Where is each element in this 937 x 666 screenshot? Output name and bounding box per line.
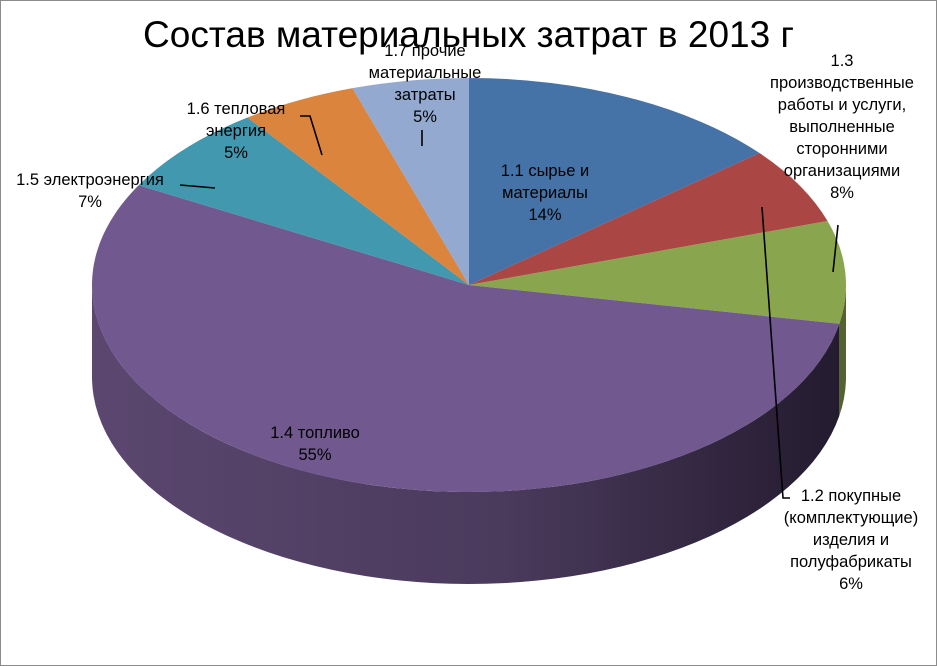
pie-slice-purchased-components — [469, 153, 828, 285]
pie-side-fuel — [92, 285, 840, 585]
data-label-electricity: 1.5 электроэнергия 7% — [16, 171, 164, 211]
leader-line-heat-energy — [300, 115, 323, 156]
leader-line-third-party-services — [832, 224, 839, 273]
pie-slice-raw-materials — [469, 78, 760, 285]
data-label-other-materials: 1.7 прочие материальные затраты 5% — [368, 42, 482, 126]
pie-slice-third-party-services — [469, 221, 846, 324]
pie-slice-other-materials — [352, 78, 469, 285]
pie-slice-heat-energy — [247, 88, 469, 285]
chart-title: Состав материальных затрат в 2013 г — [143, 14, 794, 55]
data-label-fuel: 1.4 топливо 55% — [270, 424, 360, 464]
pie-slice-electricity — [138, 117, 469, 286]
data-label-third-party-services: 1.3 производственные работы и услуги, вы… — [770, 52, 914, 202]
data-label-heat-energy: 1.6 тепловая энергия 5% — [186, 100, 286, 162]
leader-line-electricity — [179, 184, 216, 189]
leader-line-purchased-components — [761, 206, 790, 499]
data-label-raw-materials: 1.1 сырье и материалы 14% — [500, 162, 590, 224]
data-label-purchased-components: 1.2 покупные (комплектующие) изделия и п… — [783, 487, 919, 593]
pie-side-third-party-services — [839, 285, 846, 416]
pie-slice-fuel — [91, 185, 840, 493]
